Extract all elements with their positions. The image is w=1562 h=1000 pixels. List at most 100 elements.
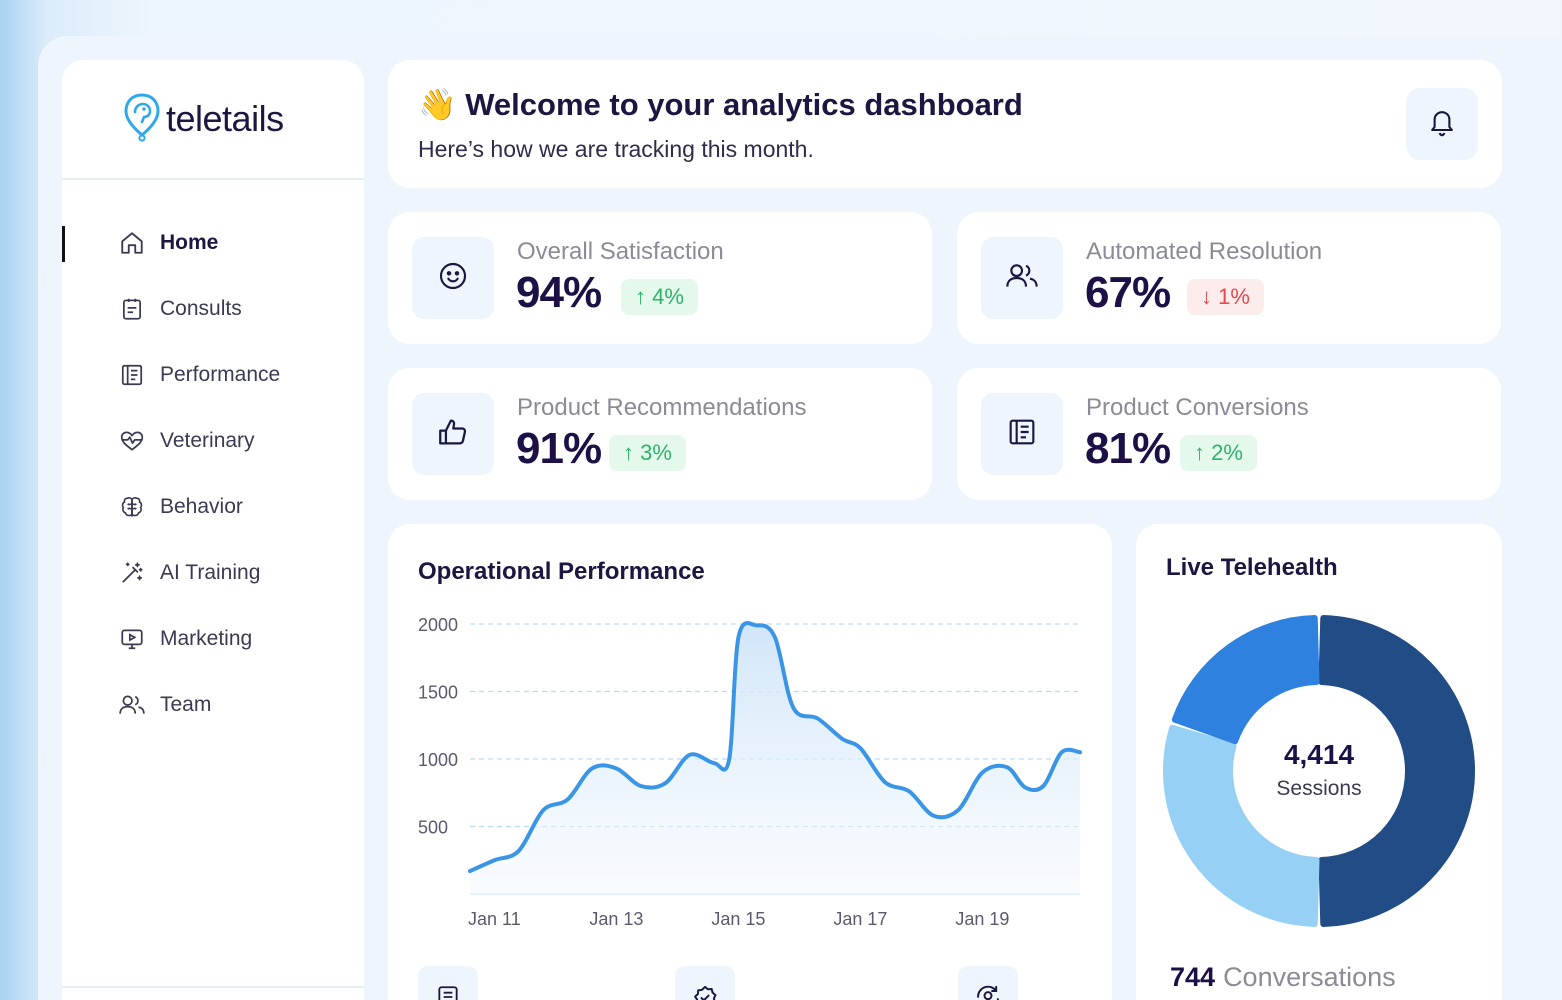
brain-icon — [118, 493, 146, 521]
sidebar-item-team[interactable]: Team — [62, 672, 364, 738]
sidebar-item-ai-training[interactable]: AI Training — [62, 540, 364, 606]
users-icon — [118, 691, 146, 719]
bell-icon — [1427, 106, 1457, 143]
sidebar-item-behavior[interactable]: Behavior — [62, 474, 364, 540]
stat-label: Product Conversions — [1086, 394, 1309, 421]
sidebar-item-marketing[interactable]: Marketing — [62, 606, 364, 672]
stat-delta-badge: ↑ 4% — [621, 279, 698, 315]
y-tick-label: 500 — [418, 818, 448, 838]
video-icon — [118, 625, 146, 653]
x-tick-label: Jan 19 — [955, 909, 1009, 929]
live-telehealth-card: Live Telehealth 4,414 Sessions 744 Conver… — [1136, 524, 1502, 1000]
report-icon — [118, 361, 146, 389]
refresh-user-icon — [973, 984, 1003, 1000]
smile-icon — [437, 260, 469, 297]
sidebar-item-label: Team — [160, 693, 212, 716]
document-button[interactable] — [418, 966, 478, 1000]
arrow-up-icon: ↑ — [623, 440, 634, 465]
sidebar-item-consults[interactable]: Consults — [62, 276, 364, 342]
sidebar-item-label: Veterinary — [160, 429, 255, 452]
stat-delta: 4% — [652, 284, 684, 309]
donut-center-value: 4,414 — [1284, 739, 1354, 770]
operational-performance-card: Operational Performance 500 1000 1500 2000 … — [388, 524, 1112, 1000]
x-tick-label: Jan 13 — [589, 909, 643, 929]
telehealth-donut-chart[interactable]: 4,414 Sessions — [1136, 524, 1502, 944]
verified-button[interactable] — [675, 966, 735, 1000]
stat-value: 81% — [1085, 424, 1171, 473]
document-icon — [435, 984, 461, 1000]
arrow-up-icon: ↑ — [635, 284, 646, 309]
donut-slice-3[interactable] — [1171, 615, 1320, 745]
chart-title: Operational Performance — [418, 558, 705, 585]
heartbeat-icon — [118, 427, 146, 455]
stat-delta-badge: ↑ 2% — [1180, 435, 1257, 471]
stat-label: Automated Resolution — [1086, 238, 1323, 265]
area-fill — [470, 623, 1080, 894]
teletails-logo-icon — [122, 92, 162, 147]
stat-value: 94% — [516, 268, 602, 317]
brand[interactable]: teletails — [62, 60, 364, 180]
sidebar-footer-divider — [62, 986, 364, 988]
stat-icon-box — [412, 393, 494, 475]
stat-label: Product Recommendations — [517, 394, 807, 421]
stat-card-product-conversions: Product Conversions 81% ↑ 2% — [957, 368, 1501, 500]
sidebar-item-label: Consults — [160, 297, 242, 320]
magic-wand-icon — [118, 559, 146, 587]
conversations-label: Conversations — [1223, 962, 1396, 992]
stat-card-automated-resolution: Automated Resolution 67% ↓ 1% — [957, 212, 1501, 344]
operational-performance-chart[interactable]: 500 1000 1500 2000 Jan 11 Jan 13 Jan 15 Jan 17… — [388, 524, 1112, 944]
sidebar-item-label: Home — [160, 231, 219, 254]
stat-card-product-recommendations: Product Recommendations 91% ↑ 3% — [388, 368, 932, 500]
stat-delta: 2% — [1211, 440, 1243, 465]
sidebar-item-label: Performance — [160, 363, 281, 386]
stat-card-overall-satisfaction: Overall Satisfaction 94% ↑ 4% — [388, 212, 932, 344]
users-icon — [1004, 260, 1040, 297]
home-icon — [118, 229, 146, 257]
stat-delta: 3% — [640, 440, 672, 465]
page-title-text: Welcome to your analytics dashboard — [465, 87, 1023, 122]
x-tick-label: Jan 15 — [711, 909, 765, 929]
sidebar-item-home[interactable]: Home — [62, 210, 364, 276]
verified-badge-icon — [691, 984, 719, 1000]
donut-slice-1[interactable] — [1318, 615, 1475, 927]
stat-icon-box — [412, 237, 494, 319]
arrow-down-icon: ↓ — [1201, 284, 1212, 309]
sidebar: teletails Home Consults Performance Vete… — [62, 60, 364, 1000]
thumbs-up-icon — [436, 415, 470, 454]
sidebar-item-veterinary[interactable]: Veterinary — [62, 408, 364, 474]
page-title: 👋 Welcome to your analytics dashboard — [418, 86, 1023, 123]
arrow-up-icon: ↑ — [1194, 440, 1205, 465]
x-tick-label: Jan 17 — [833, 909, 887, 929]
clipboard-icon — [118, 295, 146, 323]
y-tick-label: 2000 — [418, 615, 458, 635]
brand-name: teletails — [166, 98, 284, 139]
refresh-user-button[interactable] — [958, 966, 1018, 1000]
stat-value: 91% — [516, 424, 602, 473]
stat-delta: 1% — [1218, 284, 1250, 309]
welcome-card: 👋 Welcome to your analytics dashboard He… — [388, 60, 1502, 188]
sidebar-item-label: AI Training — [160, 561, 261, 584]
conversations-count: 744 — [1170, 962, 1216, 992]
x-tick-label: Jan 11 — [468, 909, 521, 929]
sidebar-item-label: Marketing — [160, 627, 253, 650]
stat-delta-badge: ↑ 3% — [609, 435, 686, 471]
y-tick-label: 1000 — [418, 750, 458, 770]
stat-label: Overall Satisfaction — [517, 238, 724, 265]
donut-slice-2[interactable] — [1163, 724, 1320, 927]
stat-icon-box — [981, 237, 1063, 319]
stat-icon-box — [981, 393, 1063, 475]
donut-center-label: Sessions — [1276, 777, 1361, 800]
sidebar-item-label: Behavior — [160, 495, 243, 518]
conversations-summary: 744 Conversations — [1170, 962, 1396, 993]
page-subtitle: Here’s how we are tracking this month. — [418, 136, 814, 162]
waving-hand-icon: 👋 — [418, 87, 457, 122]
report-icon — [1006, 416, 1038, 453]
series-line — [468, 621, 1082, 874]
notifications-button[interactable] — [1406, 88, 1478, 160]
stat-value: 67% — [1085, 268, 1171, 317]
stat-delta-badge: ↓ 1% — [1187, 279, 1264, 315]
sidebar-item-performance[interactable]: Performance — [62, 342, 364, 408]
telehealth-title: Live Telehealth — [1166, 554, 1338, 581]
sidebar-nav: Home Consults Performance Veterinary Beh… — [62, 210, 364, 738]
y-tick-label: 1500 — [418, 683, 458, 703]
